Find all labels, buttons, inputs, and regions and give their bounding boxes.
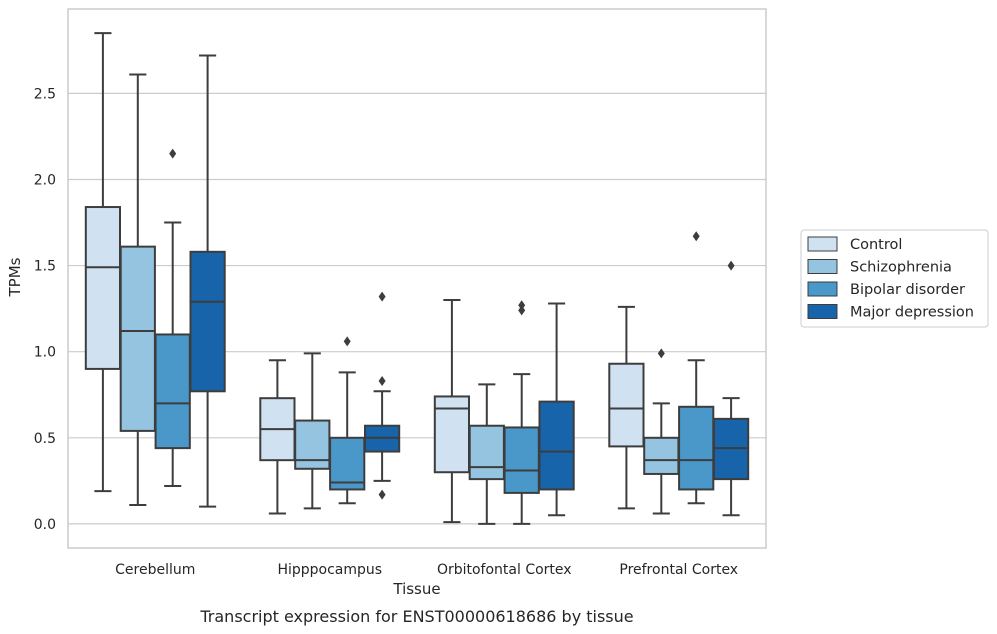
box-2-1 bbox=[329, 336, 366, 505]
box-iqr bbox=[84, 206, 122, 370]
x-tick-label: Orbitofontal Cortex bbox=[437, 562, 572, 578]
box-1-3 bbox=[643, 348, 680, 515]
box-0-3 bbox=[608, 305, 645, 510]
box-3-2 bbox=[538, 302, 575, 517]
box-iqr bbox=[189, 250, 226, 393]
outlier-point bbox=[518, 300, 526, 311]
legend-label: Major depression bbox=[850, 305, 974, 321]
outlier-point bbox=[378, 489, 386, 500]
plot-frame bbox=[67, 8, 767, 549]
outlier-point bbox=[727, 260, 735, 271]
outlier-point bbox=[343, 336, 351, 347]
outlier-point bbox=[378, 291, 386, 302]
y-tick-label: 2.5 bbox=[34, 86, 56, 102]
outlier-point bbox=[378, 375, 386, 386]
legend-swatch bbox=[807, 259, 838, 274]
y-tick-label: 1.5 bbox=[34, 259, 56, 275]
outlier-point bbox=[657, 348, 665, 359]
x-tick-label: Hipppocampus bbox=[277, 562, 382, 578]
y-tick-label: 0.5 bbox=[34, 431, 56, 447]
y-tick-label: 0.0 bbox=[34, 517, 56, 533]
legend-swatch bbox=[807, 281, 838, 297]
y-axis-label: TPMs bbox=[6, 257, 24, 297]
y-tick-label: 1.0 bbox=[34, 345, 56, 361]
box-0-0 bbox=[84, 32, 122, 493]
legend-frame bbox=[800, 229, 989, 328]
legend-label: Bipolar disorder bbox=[850, 282, 965, 298]
box-iqr bbox=[678, 405, 715, 491]
legend-swatch bbox=[807, 304, 838, 319]
box-1-1 bbox=[294, 352, 331, 510]
box-3-3 bbox=[712, 260, 750, 517]
x-axis-ticks: Cerebellum Hipppocampus Orbitofontal Corte… bbox=[115, 562, 738, 578]
box-1-2 bbox=[468, 383, 505, 525]
plot-area bbox=[84, 32, 750, 525]
legend-label: Schizophrenia bbox=[850, 260, 952, 276]
box-iqr bbox=[643, 436, 680, 475]
box-iqr bbox=[119, 245, 156, 432]
box-1-0 bbox=[119, 73, 156, 506]
box-2-3 bbox=[678, 231, 715, 505]
box-2-0 bbox=[154, 148, 191, 488]
box-iqr bbox=[468, 424, 505, 481]
box-3-1 bbox=[363, 291, 401, 500]
outlier-point bbox=[518, 305, 526, 316]
x-tick-label: Cerebellum bbox=[115, 562, 195, 578]
box-iqr bbox=[154, 333, 191, 450]
box-0-1 bbox=[259, 359, 296, 515]
box-0-2 bbox=[433, 299, 471, 524]
y-tick-label: 2.0 bbox=[34, 172, 56, 188]
x-axis-label: Tissue bbox=[392, 580, 440, 598]
outlier-point bbox=[692, 231, 700, 242]
y-axis-ticks: 0.0 0.5 1.0 1.5 2.0 2.5 bbox=[34, 86, 56, 533]
box-3-0 bbox=[189, 54, 226, 508]
box-iqr bbox=[608, 362, 645, 448]
box-2-2 bbox=[503, 300, 540, 525]
x-tick-label: Prefrontal Cortex bbox=[619, 562, 738, 578]
box-iqr bbox=[294, 419, 331, 470]
legend-swatch bbox=[807, 236, 838, 252]
box-iqr bbox=[329, 436, 366, 491]
legend: Control Schizophrenia Bipolar disorder Majo… bbox=[800, 229, 989, 328]
legend-label: Control bbox=[850, 237, 902, 253]
outlier-point bbox=[169, 148, 177, 159]
box-iqr bbox=[503, 426, 540, 494]
chart-caption: Transcript expression for ENST0000061868… bbox=[199, 607, 633, 626]
box-iqr bbox=[538, 400, 575, 491]
